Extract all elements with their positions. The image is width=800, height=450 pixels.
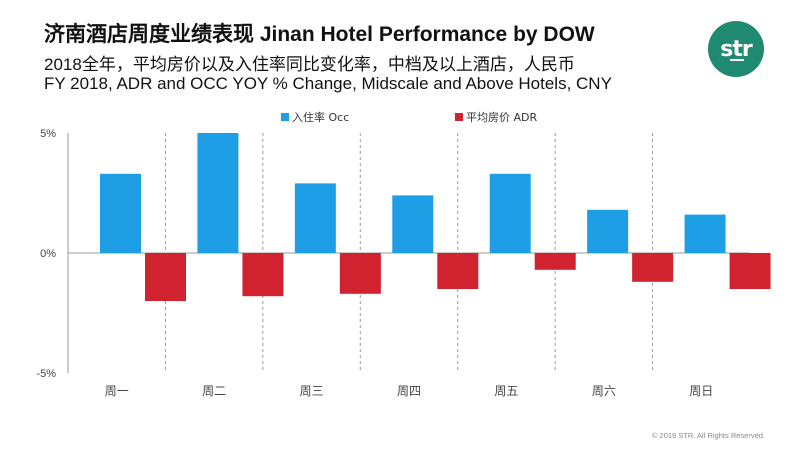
x-tick-label: 周六: [592, 384, 616, 398]
copyright-text: © 2019 STR. All Rights Reserved.: [651, 431, 765, 440]
adr-bar: [534, 253, 576, 270]
adr-bar: [437, 253, 479, 289]
legend-label-occ: 入住率 Occ: [292, 110, 349, 124]
legend-swatch-adr: [455, 113, 463, 121]
str-logo: str: [708, 21, 764, 77]
str-logo-underline: [730, 59, 744, 61]
x-tick-label: 周五: [494, 384, 518, 398]
adr-bar: [632, 253, 674, 282]
legend-swatch-occ: [281, 113, 289, 121]
chart-subtitle-en: FY 2018, ADR and OCC YOY % Change, Midsc…: [44, 74, 612, 93]
x-tick-label: 周二: [202, 384, 226, 398]
y-tick-label: -5%: [36, 368, 56, 380]
occ-bar: [197, 133, 239, 253]
occ-bar: [294, 183, 336, 253]
chart-title: 济南酒店周度业绩表现 Jinan Hotel Performance by DO…: [44, 23, 595, 46]
adr-bar: [242, 253, 284, 297]
occ-bar: [392, 195, 434, 253]
adr-bar: [145, 253, 186, 301]
x-tick-label: 周一: [105, 384, 129, 398]
y-tick-label: 5%: [40, 128, 56, 140]
occ-bar: [489, 173, 531, 253]
occ-bar: [100, 173, 141, 253]
adr-bar: [729, 253, 771, 289]
x-tick-label: 周三: [300, 384, 324, 398]
x-tick-label: 周四: [397, 384, 421, 398]
legend-label-adr: 平均房价 ADR: [466, 111, 537, 124]
y-tick-label: 0%: [40, 248, 56, 260]
occ-bar: [684, 214, 726, 253]
chart-subtitle-cn: 2018全年，平均房价以及入住率同比变化率，中档及以上酒店，人民币: [44, 55, 575, 74]
str-logo-text: str: [720, 36, 752, 62]
x-tick-label: 周日: [689, 384, 713, 398]
occ-bar: [587, 209, 629, 253]
adr-bar: [339, 253, 381, 294]
